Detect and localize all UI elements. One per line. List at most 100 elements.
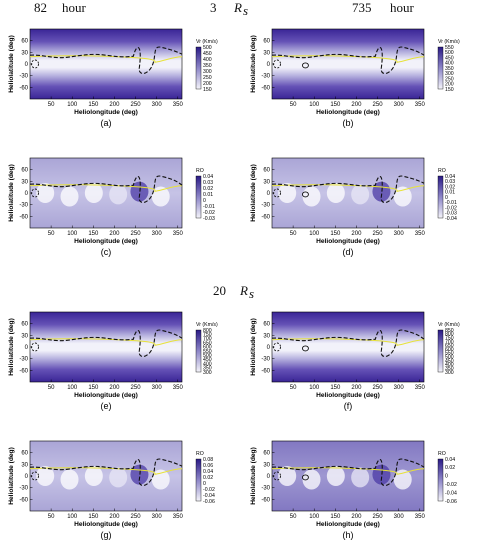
colorbar-tick: 0.01 bbox=[203, 192, 213, 198]
x-tick-label: 300 bbox=[152, 231, 163, 237]
x-tick-label: 350 bbox=[415, 385, 426, 391]
subfigure-label: (c) bbox=[101, 247, 112, 257]
colorbar-tick: 500 bbox=[203, 45, 212, 51]
x-tick-label: 300 bbox=[394, 385, 405, 391]
colorbar-tick: 650 bbox=[203, 340, 212, 346]
x-axis-label: Heliolongitude (deg) bbox=[74, 392, 138, 399]
x-tick-label: 200 bbox=[351, 102, 362, 108]
panel-b: 50 100 150 200 250 300 35060300-30-60Heliolong… bbox=[250, 28, 460, 128]
colorbar-tick: 400 bbox=[445, 61, 454, 67]
header-hour-left: hour bbox=[62, 0, 87, 15]
header-top: 82 hour 3 R s 735 hour bbox=[34, 0, 415, 18]
y-tick-label: 60 bbox=[263, 322, 270, 328]
colorbar-tick: -0.04 bbox=[445, 216, 457, 222]
x-tick-label: 200 bbox=[351, 231, 362, 237]
y-tick-label: 60 bbox=[21, 168, 28, 174]
ro-patch bbox=[36, 183, 55, 203]
colorbar-tick: 400 bbox=[445, 362, 454, 368]
y-axis-label: Heliolatitude (deg) bbox=[250, 164, 257, 222]
colorbar-tick: 0.02 bbox=[203, 475, 213, 481]
neutral-line bbox=[29, 175, 183, 203]
ro-patch bbox=[278, 183, 297, 203]
colorbar-tick: 650 bbox=[445, 343, 454, 349]
colorbar-tick: 350 bbox=[445, 66, 454, 72]
x-tick-label: 200 bbox=[109, 102, 120, 108]
x-tick-label: 350 bbox=[415, 102, 426, 108]
current-sheet-line bbox=[271, 55, 425, 63]
colorbar bbox=[195, 175, 202, 219]
ro-patch bbox=[326, 466, 345, 486]
x-tick-label: 250 bbox=[131, 102, 142, 108]
x-tick-label: 150 bbox=[88, 514, 99, 520]
colorbar-tick: 500 bbox=[203, 353, 212, 359]
colorbar-tick: 300 bbox=[203, 370, 212, 376]
colorbar-title: Vr (Km/s) bbox=[438, 322, 460, 328]
y-tick-label: -60 bbox=[261, 214, 270, 220]
current-sheet-line bbox=[29, 55, 183, 63]
y-tick-label: 0 bbox=[267, 474, 271, 480]
colorbar-tick: -0.03 bbox=[445, 211, 457, 217]
plot-area bbox=[271, 28, 425, 100]
colorbar-tick: 0.04 bbox=[445, 174, 455, 180]
panel-h: 50 100 150 200 250 300 35060300-30-60Heliolong… bbox=[250, 440, 457, 540]
neutral-line bbox=[29, 458, 183, 486]
ro-patch bbox=[109, 467, 128, 488]
colorbar-tick: -0.02 bbox=[445, 205, 457, 211]
loop-contour bbox=[301, 191, 309, 198]
x-tick-label: 50 bbox=[290, 385, 297, 391]
subfigure-label: (a) bbox=[101, 118, 112, 128]
x-tick-label: 250 bbox=[373, 102, 384, 108]
y-tick-label: -60 bbox=[19, 368, 28, 374]
ro-patch bbox=[351, 467, 370, 488]
ro-patch bbox=[84, 466, 103, 486]
colorbar-tick: -0.01 bbox=[203, 204, 215, 210]
ro-patch bbox=[84, 183, 103, 203]
panel-grid: 50 100 150 200 250 300 35060300-30-60Heliolong… bbox=[8, 28, 460, 540]
colorbar-tick: 750 bbox=[445, 335, 454, 341]
colorbar-tick: 0.04 bbox=[203, 174, 213, 180]
y-tick-label: 0 bbox=[267, 345, 271, 351]
x-axis-label: Heliolongitude (deg) bbox=[74, 238, 138, 245]
x-tick-label: 150 bbox=[330, 102, 341, 108]
panel-e: 50 100 150 200 250 300 35060300-30-60Heliolong… bbox=[8, 311, 218, 411]
colorbar-tick: -0.02 bbox=[203, 487, 215, 493]
x-axis-label: Heliolongitude (deg) bbox=[316, 109, 380, 116]
x-tick-label: 300 bbox=[394, 231, 405, 237]
x-tick-label: 250 bbox=[131, 514, 142, 520]
current-sheet-line bbox=[29, 184, 183, 192]
colorbar bbox=[437, 46, 444, 90]
colorbar-tick: -0.04 bbox=[445, 490, 457, 496]
colorbar-tick: 500 bbox=[445, 355, 454, 361]
colorbar-tick: 0 bbox=[203, 481, 206, 487]
neutral-line bbox=[271, 458, 425, 486]
y-axis-label: Heliolatitude (deg) bbox=[250, 447, 257, 505]
neutral-line bbox=[271, 329, 425, 357]
x-tick-label: 350 bbox=[173, 102, 184, 108]
x-axis-label: Heliolongitude (deg) bbox=[74, 109, 138, 116]
y-tick-label: 30 bbox=[21, 333, 28, 339]
plot-area bbox=[271, 311, 425, 383]
colorbar-tick: 0.06 bbox=[203, 463, 213, 469]
header-middle: 20 R s bbox=[213, 283, 254, 301]
ro-patch bbox=[302, 186, 321, 207]
header-20: 20 bbox=[213, 283, 226, 298]
colorbar-tick: -0.02 bbox=[203, 210, 215, 216]
colorbar-tick: 0.02 bbox=[203, 186, 213, 192]
header-r: R bbox=[233, 0, 242, 15]
colorbar bbox=[195, 329, 202, 373]
colorbar-tick: 500 bbox=[445, 50, 454, 56]
colorbar-tick: 150 bbox=[203, 87, 212, 93]
subfigure-label: (b) bbox=[343, 118, 354, 128]
loop-contour bbox=[301, 345, 309, 352]
y-tick-label: -30 bbox=[19, 486, 28, 492]
y-tick-label: -30 bbox=[19, 74, 28, 80]
y-tick-label: 0 bbox=[25, 345, 29, 351]
y-tick-label: 0 bbox=[25, 191, 29, 197]
subfigure-label: (e) bbox=[101, 401, 112, 411]
panel-f: 50 100 150 200 250 300 35060300-30-60Heliolong… bbox=[250, 311, 460, 411]
colorbar-tick: 400 bbox=[203, 361, 212, 367]
x-tick-label: 100 bbox=[309, 231, 320, 237]
y-tick-label: -30 bbox=[19, 357, 28, 363]
colorbar-tick: 350 bbox=[203, 63, 212, 69]
current-sheet-line bbox=[29, 467, 183, 475]
